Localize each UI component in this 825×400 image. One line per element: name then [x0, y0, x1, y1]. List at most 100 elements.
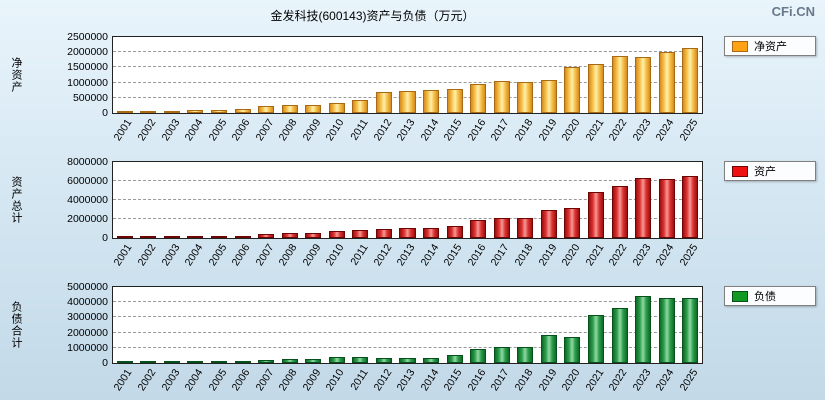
chart-row-2: 资产总计 0 2000000 4000000 6000000 8000000 2001 200… — [0, 149, 825, 274]
bar-2025 — [682, 47, 699, 113]
bar-2007 — [258, 234, 275, 238]
bar-2024 — [658, 298, 675, 363]
x-tick-label: 2004 — [182, 117, 206, 144]
x-tick-label: 2024 — [653, 242, 677, 269]
bar-2005 — [211, 361, 228, 363]
bar-2016 — [470, 219, 487, 238]
x-tick-label: 2017 — [489, 367, 512, 394]
bar-2001 — [116, 236, 133, 238]
x-tick-label: 2023 — [630, 117, 654, 144]
gridline — [113, 316, 702, 318]
bar-2022 — [611, 55, 628, 113]
y-tick-label: 500000 — [72, 91, 108, 104]
x-tick-label: 2012 — [371, 367, 395, 394]
x-tick-label: 2023 — [630, 242, 654, 269]
y-tick-label: 0 — [102, 107, 108, 119]
y-tick-label: 2500000 — [67, 31, 108, 43]
x-tick-label: 2014 — [418, 242, 442, 269]
bar-2023 — [635, 296, 652, 363]
x-tick-label: 2016 — [465, 242, 489, 269]
x-tick-label: 2005 — [206, 242, 230, 269]
watermark-logo: CFi.CN — [771, 4, 815, 19]
y-tick-label: 1000000 — [67, 341, 108, 354]
bar-2017 — [493, 346, 510, 363]
bar-2010 — [328, 231, 345, 238]
legend-swatch — [732, 165, 748, 177]
bar-2001 — [116, 111, 133, 113]
legend: 资产 — [724, 161, 816, 181]
y-axis-title: 资产总计 — [10, 176, 22, 224]
bar-2004 — [187, 361, 204, 363]
y-tick-label: 8000000 — [67, 156, 108, 168]
bar-2019 — [540, 335, 557, 363]
bar-2021 — [587, 63, 604, 113]
x-tick-label: 2021 — [583, 242, 607, 269]
chart-row-1: 净资产 0 500000 1000000 1500000 2000000 2500000 20… — [0, 24, 825, 149]
x-tick-label: 2020 — [559, 117, 583, 144]
x-tick-label: 2008 — [276, 117, 300, 144]
y-tick-label: 2000000 — [67, 326, 108, 339]
x-tick-label: 2006 — [229, 367, 253, 394]
charts-container: 净资产 0 500000 1000000 1500000 2000000 2500000 20… — [0, 24, 825, 399]
bar-2004 — [187, 110, 204, 113]
gridline — [113, 301, 702, 303]
bar-2013 — [399, 90, 416, 113]
x-tick-label: 2015 — [441, 242, 465, 269]
bar-2024 — [658, 178, 675, 238]
x-tick-label: 2002 — [135, 117, 159, 144]
x-tick-label: 2025 — [677, 242, 701, 269]
bar-2009 — [305, 232, 322, 238]
bar-2012 — [375, 358, 392, 363]
x-tick-label: 2019 — [536, 367, 559, 394]
x-tick-label: 2010 — [324, 117, 347, 144]
x-tick-label: 2013 — [394, 117, 418, 144]
gridline — [113, 51, 702, 53]
bar-2025 — [682, 297, 699, 363]
y-tick-label: 5000000 — [67, 281, 108, 293]
x-tick-label: 2018 — [512, 367, 536, 394]
x-tick-label: 2006 — [229, 117, 253, 144]
bar-2023 — [635, 178, 652, 238]
x-tick-label: 2007 — [253, 242, 277, 269]
x-tick-label: 2008 — [276, 242, 300, 269]
legend: 净资产 — [724, 36, 816, 56]
gridline — [113, 331, 702, 333]
legend-swatch — [732, 290, 748, 302]
bar-2011 — [352, 356, 369, 363]
bar-2024 — [658, 52, 675, 113]
bar-2003 — [163, 111, 180, 113]
x-tick-label: 2010 — [324, 367, 347, 394]
legend-label: 净资产 — [754, 41, 787, 53]
y-tick-label: 3000000 — [67, 311, 108, 324]
x-tick-label: 2020 — [559, 367, 583, 394]
plot-area: 0 500000 1000000 1500000 2000000 2500000 2001 2… — [67, 31, 703, 143]
x-tick-label: 2024 — [653, 367, 677, 394]
bar-2004 — [187, 236, 204, 238]
x-tick-label: 2006 — [229, 242, 253, 269]
x-tick-label: 2019 — [536, 242, 559, 269]
gridline — [113, 66, 702, 68]
x-tick-label: 2004 — [182, 367, 206, 394]
x-tick-label: 2018 — [512, 117, 536, 144]
bar-2021 — [587, 315, 604, 363]
bar-2021 — [587, 192, 604, 238]
x-tick-label: 2009 — [300, 367, 324, 394]
y-tick-label: 2000000 — [67, 213, 108, 225]
bar-2002 — [140, 236, 157, 238]
bar-2013 — [399, 227, 416, 238]
x-tick-label: 2004 — [182, 242, 206, 269]
legend: 负债 — [724, 286, 816, 306]
bar-2011 — [352, 100, 369, 113]
plot-area: 0 1000000 2000000 3000000 4000000 5000000 2001… — [67, 281, 703, 393]
x-tick-label: 2001 — [112, 117, 135, 144]
x-tick-label: 2011 — [348, 242, 371, 268]
y-tick-label: 2000000 — [67, 46, 108, 59]
bar-2011 — [352, 230, 369, 238]
bar-2018 — [517, 346, 534, 363]
bar-2005 — [211, 236, 228, 238]
x-tick-label: 2002 — [135, 242, 159, 269]
x-tick-label: 2002 — [135, 367, 159, 394]
x-tick-label: 2019 — [536, 117, 559, 144]
y-tick-label: 0 — [102, 357, 108, 369]
